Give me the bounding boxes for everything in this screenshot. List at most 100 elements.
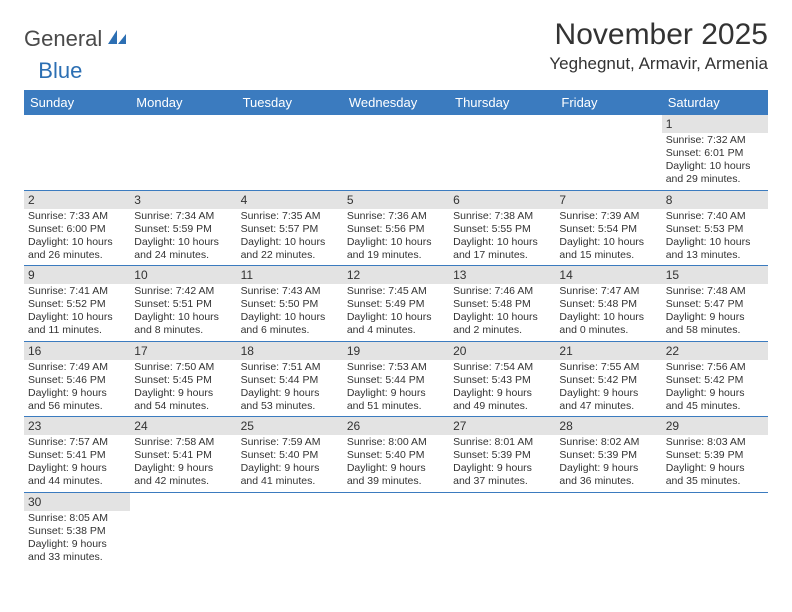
- daylight-line: Daylight: 10 hours and 19 minutes.: [347, 236, 445, 262]
- sunrise-line: Sunrise: 7:53 AM: [347, 361, 445, 374]
- daylight-line: Daylight: 9 hours and 33 minutes.: [28, 538, 126, 564]
- day-number: 29: [662, 417, 768, 436]
- sunset-line: Sunset: 5:42 PM: [559, 374, 657, 387]
- daylight-line: Daylight: 10 hours and 0 minutes.: [559, 311, 657, 337]
- day-number: 27: [449, 417, 555, 436]
- sunset-line: Sunset: 5:43 PM: [453, 374, 551, 387]
- day-number: 1: [662, 115, 768, 133]
- daylight-line: Daylight: 9 hours and 41 minutes.: [241, 462, 339, 488]
- week-5-daynum-row: 30: [24, 492, 768, 511]
- location: Yeghegnut, Armavir, Armenia: [549, 54, 768, 74]
- sunset-line: Sunset: 6:00 PM: [28, 223, 126, 236]
- daylight-line: Daylight: 10 hours and 22 minutes.: [241, 236, 339, 262]
- sunrise-line: Sunrise: 8:01 AM: [453, 436, 551, 449]
- sunrise-line: Sunrise: 7:50 AM: [134, 361, 232, 374]
- day-number: 2: [24, 190, 130, 209]
- day-header-wednesday: Wednesday: [343, 90, 449, 115]
- sunrise-line: Sunrise: 7:32 AM: [666, 134, 764, 147]
- sunrise-line: Sunrise: 7:51 AM: [241, 361, 339, 374]
- day-cell: Sunrise: 7:40 AMSunset: 5:53 PMDaylight:…: [662, 209, 768, 266]
- sunset-line: Sunset: 5:39 PM: [453, 449, 551, 462]
- sunset-line: Sunset: 5:48 PM: [559, 298, 657, 311]
- day-header-friday: Friday: [555, 90, 661, 115]
- day-number: 9: [24, 266, 130, 285]
- day-cell: Sunrise: 7:43 AMSunset: 5:50 PMDaylight:…: [237, 284, 343, 341]
- month-title: November 2025: [549, 18, 768, 52]
- sunset-line: Sunset: 5:52 PM: [28, 298, 126, 311]
- sunset-line: Sunset: 5:56 PM: [347, 223, 445, 236]
- sunrise-line: Sunrise: 7:46 AM: [453, 285, 551, 298]
- day-cell: Sunrise: 7:38 AMSunset: 5:55 PMDaylight:…: [449, 209, 555, 266]
- sunset-line: Sunset: 5:55 PM: [453, 223, 551, 236]
- sunrise-line: Sunrise: 7:41 AM: [28, 285, 126, 298]
- day-cell: Sunrise: 7:49 AMSunset: 5:46 PMDaylight:…: [24, 360, 130, 417]
- day-cell: Sunrise: 7:41 AMSunset: 5:52 PMDaylight:…: [24, 284, 130, 341]
- daylight-line: Daylight: 9 hours and 47 minutes.: [559, 387, 657, 413]
- sunset-line: Sunset: 5:41 PM: [28, 449, 126, 462]
- day-number: 16: [24, 341, 130, 360]
- sunrise-line: Sunrise: 7:47 AM: [559, 285, 657, 298]
- sunrise-line: Sunrise: 7:56 AM: [666, 361, 764, 374]
- sunset-line: Sunset: 5:57 PM: [241, 223, 339, 236]
- daylight-line: Daylight: 9 hours and 42 minutes.: [134, 462, 232, 488]
- sunset-line: Sunset: 5:40 PM: [347, 449, 445, 462]
- sunrise-line: Sunrise: 7:34 AM: [134, 210, 232, 223]
- week-4-daynum-row: 23242526272829: [24, 417, 768, 436]
- day-cell: Sunrise: 8:01 AMSunset: 5:39 PMDaylight:…: [449, 435, 555, 492]
- day-cell: Sunrise: 7:39 AMSunset: 5:54 PMDaylight:…: [555, 209, 661, 266]
- week-3-info-row: Sunrise: 7:49 AMSunset: 5:46 PMDaylight:…: [24, 360, 768, 417]
- logo-text-blue: Blue: [38, 58, 82, 84]
- sunset-line: Sunset: 5:39 PM: [666, 449, 764, 462]
- day-number: 11: [237, 266, 343, 285]
- sunrise-line: Sunrise: 7:39 AM: [559, 210, 657, 223]
- logo-text-general: General: [24, 26, 102, 52]
- sunset-line: Sunset: 5:48 PM: [453, 298, 551, 311]
- sunrise-line: Sunrise: 7:36 AM: [347, 210, 445, 223]
- sunset-line: Sunset: 5:59 PM: [134, 223, 232, 236]
- daylight-line: Daylight: 9 hours and 45 minutes.: [666, 387, 764, 413]
- logo: General: [24, 26, 128, 52]
- day-number: 26: [343, 417, 449, 436]
- sunrise-line: Sunrise: 7:40 AM: [666, 210, 764, 223]
- sunset-line: Sunset: 5:44 PM: [241, 374, 339, 387]
- sunset-line: Sunset: 5:46 PM: [28, 374, 126, 387]
- day-cell: Sunrise: 7:56 AMSunset: 5:42 PMDaylight:…: [662, 360, 768, 417]
- daylight-line: Daylight: 9 hours and 56 minutes.: [28, 387, 126, 413]
- day-number: 19: [343, 341, 449, 360]
- sunset-line: Sunset: 5:50 PM: [241, 298, 339, 311]
- day-cell: Sunrise: 7:55 AMSunset: 5:42 PMDaylight:…: [555, 360, 661, 417]
- day-cell: Sunrise: 7:53 AMSunset: 5:44 PMDaylight:…: [343, 360, 449, 417]
- day-cell: Sunrise: 7:54 AMSunset: 5:43 PMDaylight:…: [449, 360, 555, 417]
- week-3-daynum-row: 16171819202122: [24, 341, 768, 360]
- daylight-line: Daylight: 9 hours and 35 minutes.: [666, 462, 764, 488]
- sunrise-line: Sunrise: 7:48 AM: [666, 285, 764, 298]
- sunrise-line: Sunrise: 7:42 AM: [134, 285, 232, 298]
- sunrise-line: Sunrise: 8:05 AM: [28, 512, 126, 525]
- day-number: 5: [343, 190, 449, 209]
- daylight-line: Daylight: 9 hours and 36 minutes.: [559, 462, 657, 488]
- day-number: 18: [237, 341, 343, 360]
- day-number: 15: [662, 266, 768, 285]
- day-cell: Sunrise: 7:35 AMSunset: 5:57 PMDaylight:…: [237, 209, 343, 266]
- sunset-line: Sunset: 5:41 PM: [134, 449, 232, 462]
- week-5-info-row: Sunrise: 8:05 AMSunset: 5:38 PMDaylight:…: [24, 511, 768, 568]
- day-number: 3: [130, 190, 236, 209]
- day-number: 6: [449, 190, 555, 209]
- day-cell: Sunrise: 7:48 AMSunset: 5:47 PMDaylight:…: [662, 284, 768, 341]
- daylight-line: Daylight: 10 hours and 15 minutes.: [559, 236, 657, 262]
- daylight-line: Daylight: 10 hours and 4 minutes.: [347, 311, 445, 337]
- sunrise-line: Sunrise: 7:43 AM: [241, 285, 339, 298]
- sunset-line: Sunset: 5:44 PM: [347, 374, 445, 387]
- calendar-table: SundayMondayTuesdayWednesdayThursdayFrid…: [24, 90, 768, 567]
- day-number: 21: [555, 341, 661, 360]
- daylight-line: Daylight: 10 hours and 26 minutes.: [28, 236, 126, 262]
- day-number: 4: [237, 190, 343, 209]
- day-header-row: SundayMondayTuesdayWednesdayThursdayFrid…: [24, 90, 768, 115]
- sunrise-line: Sunrise: 7:55 AM: [559, 361, 657, 374]
- sunrise-line: Sunrise: 7:57 AM: [28, 436, 126, 449]
- sunrise-line: Sunrise: 7:45 AM: [347, 285, 445, 298]
- daylight-line: Daylight: 9 hours and 37 minutes.: [453, 462, 551, 488]
- sunrise-line: Sunrise: 7:49 AM: [28, 361, 126, 374]
- sunset-line: Sunset: 5:49 PM: [347, 298, 445, 311]
- sunset-line: Sunset: 5:45 PM: [134, 374, 232, 387]
